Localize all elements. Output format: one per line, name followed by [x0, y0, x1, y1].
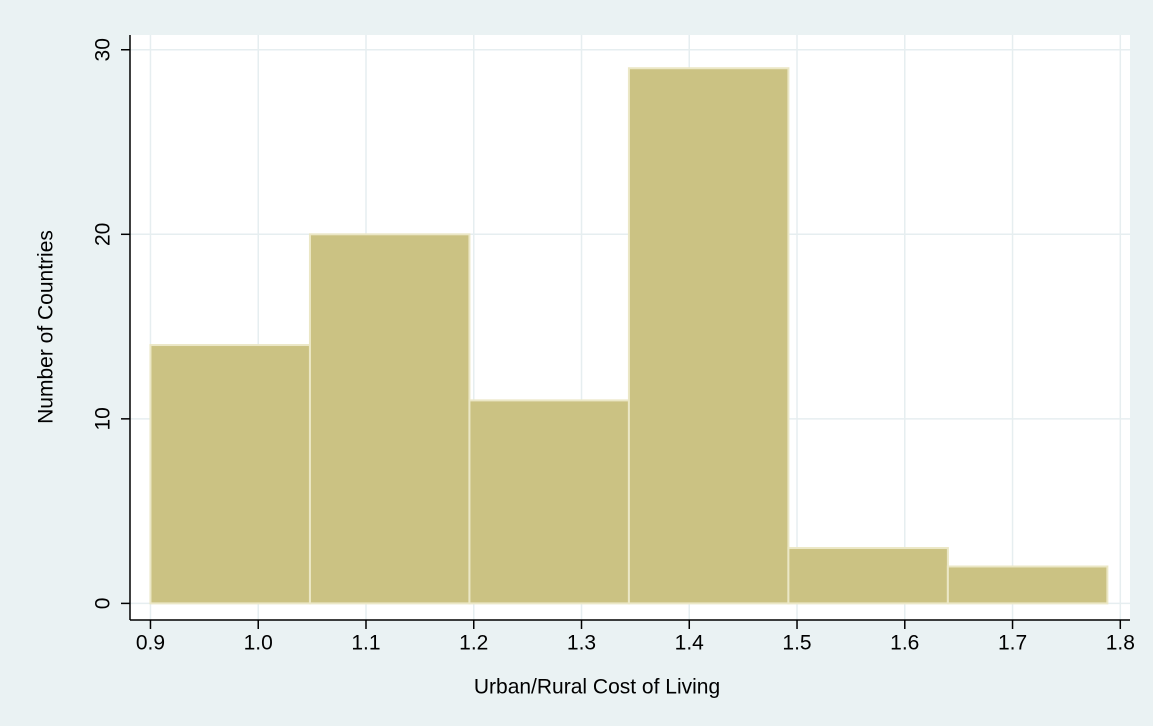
x-tick-label: 1.8	[1106, 632, 1135, 655]
x-tick-label: 1.5	[782, 632, 811, 655]
bar	[787, 547, 949, 605]
x-tick-label: 1.1	[351, 632, 380, 655]
x-tick-label: 1.4	[675, 632, 705, 655]
y-tick-label: 20	[92, 223, 115, 246]
bar	[627, 67, 790, 605]
y-tick-label: 0	[92, 598, 115, 610]
bar	[308, 233, 471, 605]
x-tick-label: 1.0	[244, 632, 273, 655]
x-tick-label: 1.2	[459, 632, 488, 655]
x-tick-label: 0.9	[136, 632, 165, 655]
y-tick-label: 10	[92, 407, 115, 430]
bar	[149, 344, 311, 605]
x-tick-label: 1.6	[890, 632, 919, 655]
bar	[468, 399, 630, 605]
x-tick-label: 1.7	[998, 632, 1027, 655]
x-axis-title: Urban/Rural Cost of Living	[474, 676, 720, 699]
y-axis-title: Number of Countries	[35, 230, 58, 424]
bar	[946, 565, 1109, 605]
y-tick-label: 30	[92, 38, 115, 61]
x-tick-label: 1.3	[567, 632, 596, 655]
